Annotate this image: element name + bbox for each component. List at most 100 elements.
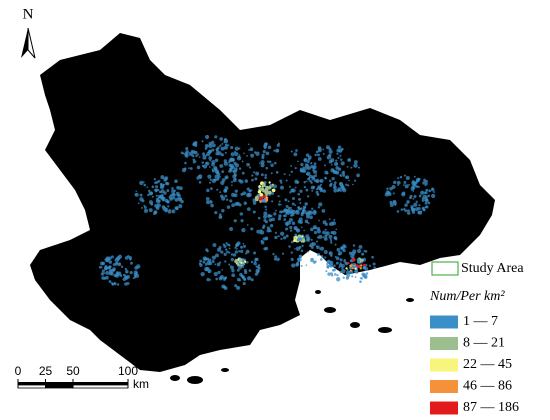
density-dot	[275, 148, 280, 153]
density-dot	[135, 271, 138, 274]
density-dot	[279, 179, 283, 183]
density-dot	[327, 272, 331, 276]
density-dot	[273, 149, 276, 152]
density-dot	[105, 271, 110, 275]
density-dot	[255, 257, 258, 260]
density-dot	[173, 189, 176, 192]
density-dot	[306, 221, 309, 224]
density-dot	[353, 163, 358, 168]
density-dot	[216, 146, 220, 150]
density-dot	[333, 218, 336, 221]
density-dot	[322, 152, 325, 155]
density-dot	[342, 187, 347, 193]
density-dot	[236, 285, 241, 290]
density-dot	[333, 264, 336, 268]
density-dot	[346, 268, 349, 271]
density-dot	[230, 253, 234, 256]
density-dot	[316, 226, 321, 231]
density-dot	[290, 150, 293, 153]
density-dot	[312, 211, 317, 216]
density-dot	[331, 274, 334, 277]
scale-segment	[72, 384, 129, 389]
density-dot	[212, 243, 217, 247]
density-dot	[155, 194, 158, 197]
density-dot	[224, 186, 229, 191]
legend-label: 8 — 21	[463, 336, 505, 351]
density-dot	[303, 185, 307, 189]
density-dot	[328, 234, 333, 239]
density-dot	[424, 205, 427, 209]
density-dot	[351, 267, 354, 270]
density-dot	[151, 185, 155, 189]
density-dot	[245, 249, 250, 254]
density-dot	[312, 165, 317, 169]
density-dot	[298, 197, 301, 201]
density-dot	[317, 153, 320, 157]
density-dot	[267, 145, 272, 150]
density-dot	[238, 203, 242, 207]
legend-swatch	[430, 315, 458, 329]
density-dot	[287, 206, 291, 210]
density-dot	[237, 250, 241, 253]
density-dot	[174, 179, 178, 184]
legend-label: 46 — 86	[463, 379, 512, 394]
density-dot	[226, 250, 229, 254]
density-dot	[240, 219, 244, 223]
density-dot	[307, 166, 312, 170]
density-dot	[233, 219, 237, 223]
density-dot	[290, 257, 294, 261]
density-dot	[411, 210, 416, 214]
density-dot	[214, 158, 219, 163]
density-dot	[318, 234, 323, 239]
density-dot	[297, 234, 302, 238]
density-dot	[422, 181, 426, 185]
density-dot	[150, 202, 154, 206]
density-dot	[202, 260, 206, 264]
density-dot	[216, 247, 222, 252]
density-dot	[117, 259, 120, 262]
density-dot	[301, 211, 305, 215]
density-dot	[259, 197, 263, 201]
density-dot	[323, 250, 328, 254]
density-dot	[125, 269, 129, 274]
density-dot	[316, 245, 320, 250]
density-dot	[174, 197, 179, 202]
density-dot	[211, 259, 215, 264]
density-dot	[291, 221, 296, 226]
density-dot	[234, 163, 240, 168]
density-dot	[113, 273, 117, 278]
density-dot	[360, 264, 363, 267]
density-dot	[269, 224, 274, 228]
density-dot	[117, 262, 122, 267]
density-dot	[285, 227, 289, 231]
density-dot	[333, 183, 337, 187]
density-dot	[157, 189, 160, 192]
density-dot	[242, 242, 245, 245]
density-dot	[275, 170, 279, 174]
density-dot	[417, 177, 421, 181]
density-dot	[335, 159, 338, 162]
density-dot	[360, 258, 364, 262]
density-dot	[256, 229, 261, 234]
density-dot	[313, 169, 318, 174]
density-dot	[317, 157, 322, 161]
density-dot	[274, 235, 278, 240]
density-dot	[428, 189, 432, 193]
density-dot	[300, 265, 303, 268]
density-dot	[354, 267, 357, 270]
density-dot	[252, 201, 257, 205]
density-dot	[354, 276, 357, 278]
density-dot	[129, 271, 133, 275]
study-area-label: Study Area	[461, 261, 524, 276]
density-dot	[393, 180, 397, 185]
scale-segment	[45, 382, 73, 385]
density-dot	[224, 260, 227, 263]
study-area-swatch	[431, 261, 459, 276]
density-dot	[263, 211, 268, 216]
density-dot	[236, 277, 241, 282]
density-dot	[156, 203, 161, 208]
density-dot	[146, 186, 149, 189]
density-dot	[283, 218, 287, 222]
density-dot	[409, 194, 413, 198]
density-dot	[403, 174, 407, 177]
